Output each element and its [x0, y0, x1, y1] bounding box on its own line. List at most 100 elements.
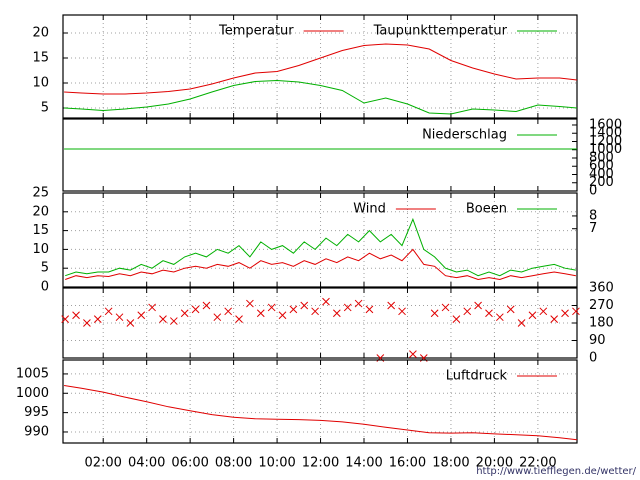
- point: [343, 303, 352, 312]
- point: [137, 311, 146, 320]
- point: [148, 303, 156, 312]
- y-tick-label: 25: [32, 186, 49, 201]
- point: [235, 315, 243, 323]
- y2-tick-label: 400: [589, 167, 614, 182]
- point: [485, 309, 493, 318]
- y-tick-label: 15: [32, 223, 49, 238]
- point: [115, 313, 124, 322]
- point: [441, 303, 450, 312]
- point: [93, 315, 102, 323]
- y2-tick-label: 200: [589, 175, 614, 190]
- footer-url: http://www.tiefflegen.de/wetter/: [476, 466, 636, 477]
- point: [104, 307, 113, 316]
- y2-tick-label: 360: [589, 281, 614, 296]
- point: [517, 319, 526, 327]
- y2-tick-label: 600: [589, 159, 614, 174]
- point: [213, 313, 222, 322]
- x-tick-label: 06:00: [171, 456, 208, 471]
- y-tick-label: 20: [32, 204, 49, 219]
- point: [430, 309, 439, 318]
- point: [474, 301, 482, 310]
- y-tick-label: 990: [24, 424, 49, 439]
- y2-tick-label: 270: [589, 298, 614, 313]
- point: [311, 307, 319, 316]
- y2-tick-label: 180: [589, 316, 614, 331]
- y2-tick-label: 0: [589, 184, 597, 199]
- point: [561, 309, 569, 318]
- point: [354, 299, 363, 308]
- point: [169, 317, 178, 325]
- y2-tick-label: 1200: [589, 134, 622, 149]
- point: [256, 309, 265, 318]
- legend-label: Luftdruck: [446, 369, 508, 384]
- y-tick-label: 10: [32, 242, 49, 257]
- legend-label: Niederschlag: [422, 128, 507, 143]
- point: [180, 309, 189, 318]
- point: [61, 315, 70, 323]
- panel-border: [62, 14, 578, 119]
- point: [300, 301, 309, 310]
- point: [550, 315, 559, 323]
- point: [539, 307, 548, 316]
- y2-tick-label: 7: [589, 221, 597, 236]
- x-tick-label: 12:00: [302, 456, 339, 471]
- point: [322, 297, 330, 306]
- point: [495, 313, 504, 322]
- point: [278, 311, 287, 320]
- x-tick-label: 20:00: [476, 456, 513, 471]
- y-tick-label: 0: [41, 280, 49, 295]
- x-tick-label: 18:00: [432, 456, 469, 471]
- y2-tick-label: 800: [589, 150, 614, 165]
- y2-tick-label: 8: [589, 208, 597, 223]
- point: [83, 319, 91, 327]
- x-tick-label: 22:00: [519, 456, 556, 471]
- point: [202, 301, 211, 310]
- y-tick-label: 15: [32, 51, 49, 66]
- point: [289, 305, 298, 314]
- point: [506, 305, 515, 314]
- point: [365, 305, 374, 314]
- x-tick-label: 04:00: [128, 456, 165, 471]
- y-tick-label: 5: [41, 261, 49, 276]
- legend-label: Wind: [353, 202, 386, 217]
- y2-tick-label: 90: [589, 333, 606, 348]
- series-line: [65, 217, 576, 277]
- y-tick-label: 20: [32, 26, 49, 41]
- x-tick-label: 02:00: [84, 456, 121, 471]
- y-tick-label: 1000: [16, 386, 49, 401]
- panel-border: [62, 287, 578, 359]
- point: [572, 307, 580, 316]
- point: [528, 311, 537, 320]
- point: [191, 305, 200, 314]
- series-line: [64, 79, 578, 115]
- series-line: [64, 43, 578, 95]
- series-line: [64, 385, 578, 441]
- point: [398, 307, 406, 316]
- point: [224, 307, 233, 316]
- point: [332, 309, 341, 318]
- x-tick-label: 08:00: [215, 456, 252, 471]
- legend-label: Boeen: [466, 202, 507, 217]
- point: [72, 311, 80, 320]
- x-tick-label: 14:00: [345, 456, 382, 471]
- point: [267, 303, 276, 312]
- y-tick-label: 1005: [16, 366, 49, 381]
- y-tick-label: 5: [41, 101, 49, 116]
- point: [387, 301, 396, 310]
- point: [452, 315, 461, 323]
- panel-border: [62, 118, 578, 192]
- point: [126, 319, 135, 327]
- point: [409, 350, 417, 358]
- point: [463, 307, 472, 316]
- y2-tick-label: 1000: [589, 142, 622, 157]
- y2-tick-label: 1400: [589, 126, 622, 141]
- y-tick-label: 10: [32, 76, 49, 91]
- x-tick-label: 10:00: [258, 456, 295, 471]
- x-tick-label: 16:00: [389, 456, 426, 471]
- y2-tick-label: 1600: [589, 117, 622, 132]
- series-line: [65, 248, 576, 281]
- y2-tick-label: 0: [589, 351, 597, 366]
- y-tick-label: 995: [24, 405, 49, 420]
